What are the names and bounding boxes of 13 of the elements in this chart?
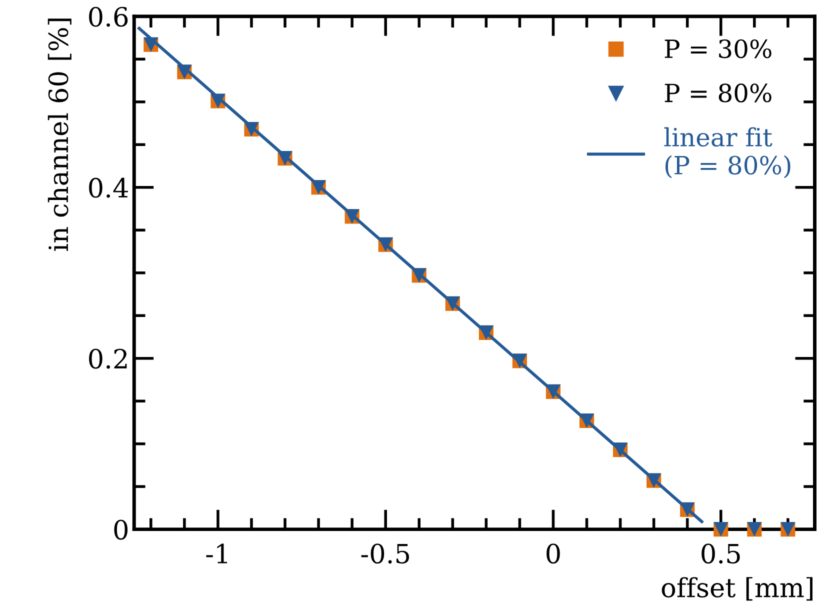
x-tick-label: 0.5 — [702, 544, 740, 564]
x-tick-label: 0 — [546, 544, 560, 564]
y-tick-label: 0.4 — [89, 178, 128, 198]
x-axis-title: offset [mm] — [662, 577, 812, 601]
legend-label: P = 30% — [664, 39, 772, 58]
y-tick-label: 0 — [114, 520, 128, 540]
legend-label: P = 80% — [664, 84, 772, 102]
x-tick-label: -0.5 — [361, 544, 409, 564]
legend-label: linear fit (P = 80%) — [664, 127, 790, 178]
y-tick-label: 0.6 — [89, 6, 128, 27]
x-tick-label: -1 — [206, 544, 228, 564]
y-tick-label: 0.2 — [89, 348, 127, 369]
y-axis-title: in channel 60 [%] — [48, 18, 72, 251]
